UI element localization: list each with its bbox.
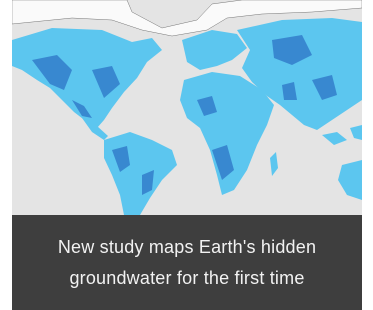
groundwater-map-image <box>12 0 362 215</box>
page: {"caption": "New study maps Earth's hidd… <box>0 0 373 310</box>
news-card[interactable]: New study maps Earth's hidden groundwate… <box>12 0 362 310</box>
caption[interactable]: New study maps Earth's hidden groundwate… <box>37 232 337 294</box>
caption-box: New study maps Earth's hidden groundwate… <box>12 215 362 310</box>
